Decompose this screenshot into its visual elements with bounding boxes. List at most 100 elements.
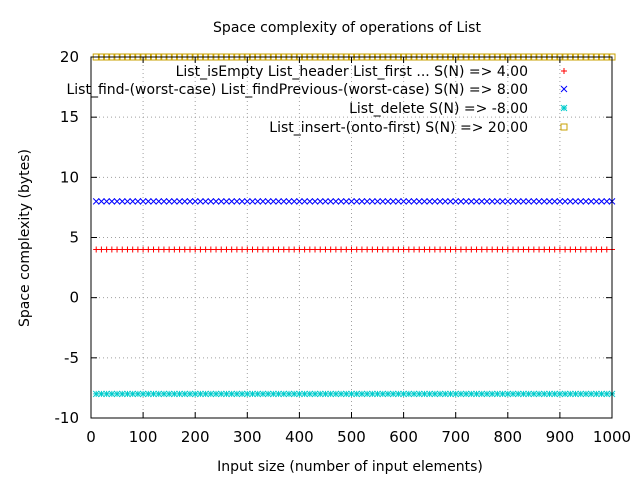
data-point (114, 246, 121, 253)
data-point (436, 198, 444, 205)
x-tick-label: 700 (441, 428, 470, 446)
data-point (572, 390, 579, 398)
data-point (270, 246, 277, 253)
data-point (316, 390, 324, 398)
legend-marker (561, 68, 567, 74)
data-point (139, 390, 147, 398)
data-point (483, 198, 491, 205)
data-point (535, 390, 543, 398)
data-point (155, 390, 163, 398)
x-tick-label: 0 (86, 428, 96, 446)
data-point (598, 246, 605, 253)
data-point (165, 390, 173, 398)
data-point (171, 198, 178, 205)
data-point (139, 198, 147, 205)
legend-marker (560, 104, 568, 112)
x-tick-label: 600 (389, 428, 418, 446)
data-point (457, 390, 465, 398)
x-tick-label: 1000 (593, 428, 631, 446)
data-point (415, 198, 423, 205)
data-point (223, 246, 230, 253)
data-point (421, 198, 428, 205)
data-point (514, 198, 522, 205)
data-point (447, 246, 454, 253)
data-point (134, 246, 141, 253)
data-point (207, 246, 214, 253)
data-point (238, 198, 246, 205)
data-point (368, 198, 376, 205)
data-point (395, 246, 402, 253)
data-point (363, 390, 371, 398)
data-point (280, 198, 288, 205)
data-point (353, 198, 361, 205)
data-point (181, 390, 189, 398)
data-point (520, 390, 527, 398)
data-point (108, 390, 116, 398)
data-point (426, 198, 434, 205)
data-point (577, 390, 585, 398)
data-point (561, 198, 569, 205)
data-point (181, 246, 188, 253)
data-point (269, 390, 277, 398)
data-point (384, 246, 391, 253)
data-point (192, 246, 199, 253)
data-point (233, 390, 241, 398)
data-point (562, 246, 569, 253)
data-point (259, 246, 266, 253)
data-point (327, 198, 335, 205)
data-point (582, 390, 590, 398)
data-point (473, 198, 480, 205)
data-point (254, 390, 262, 398)
data-point (582, 198, 590, 205)
data-point (593, 390, 600, 398)
data-point (463, 246, 470, 253)
data-point (504, 390, 512, 398)
data-point (410, 198, 418, 205)
data-point (546, 390, 553, 398)
data-point (197, 198, 204, 205)
data-point (207, 390, 215, 398)
data-point (395, 390, 402, 398)
y-tick-label: -5 (64, 349, 79, 367)
data-point (259, 390, 267, 398)
legend-label: List_isEmpty List_header List_first ... … (176, 64, 528, 80)
data-point (473, 390, 480, 398)
data-point (504, 198, 512, 205)
data-point (473, 246, 480, 253)
data-point (551, 390, 559, 398)
data-point (348, 198, 355, 205)
data-point (176, 390, 183, 398)
x-tick-label: 200 (181, 428, 210, 446)
axis-ticks: 0 100 200 300 400 500 600 700 800 900 1000 -10 -5 0 5 1… (55, 48, 632, 446)
data-point (223, 198, 230, 205)
x-tick-label: 900 (546, 428, 575, 446)
data-point (186, 198, 194, 205)
data-point (395, 198, 402, 205)
data-point (322, 390, 329, 398)
data-point (577, 246, 584, 253)
data-point (561, 390, 569, 398)
data-point (322, 198, 329, 205)
data-point (98, 246, 105, 253)
data-point (119, 246, 126, 253)
data-point (197, 246, 204, 253)
data-point (566, 198, 574, 205)
data-point (228, 198, 236, 205)
data-point (353, 246, 360, 253)
data-point (296, 198, 303, 205)
data-point (348, 390, 355, 398)
data-point (515, 246, 522, 253)
data-point (233, 198, 241, 205)
legend-label: List_insert-(onto-first) S(N) => 20.00 (269, 120, 528, 136)
data-point (306, 390, 314, 398)
data-point (264, 390, 272, 398)
data-point (275, 198, 282, 205)
data-point (525, 246, 532, 253)
data-point (144, 390, 152, 398)
x-axis-label: Input size (number of input elements) (217, 459, 483, 475)
data-point (332, 246, 339, 253)
data-point (405, 390, 413, 398)
data-point (239, 246, 246, 253)
data-point (499, 390, 506, 398)
data-point (275, 390, 282, 398)
